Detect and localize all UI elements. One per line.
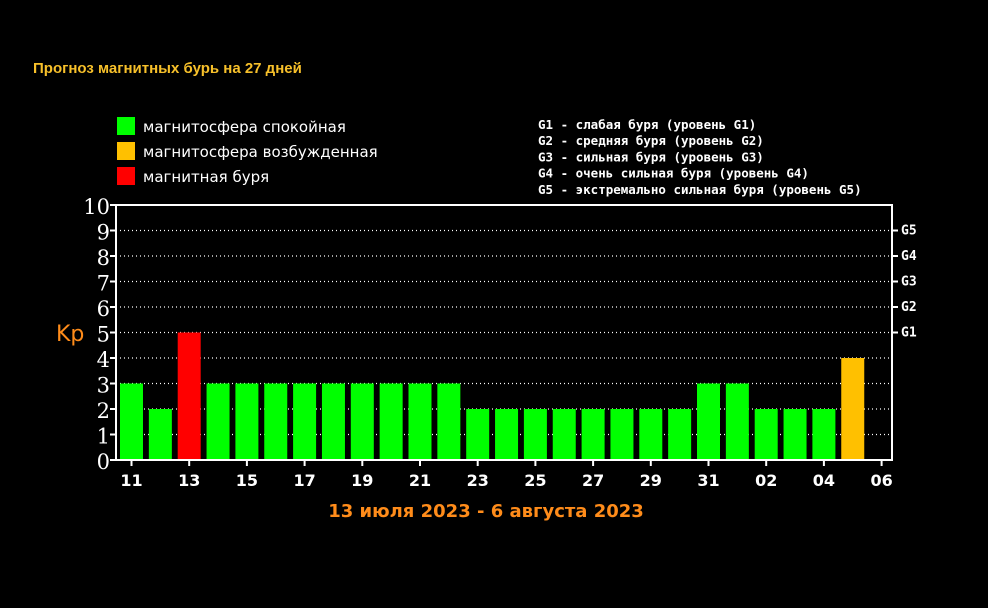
x-axis-ticks: 11 13 15 17 19 21 23 25 27 29 31 02 04 06 (120, 460, 893, 490)
x-tick-label: 21 (409, 471, 431, 490)
bar (321, 383, 345, 460)
g-scale-entry: G5 - экстремально сильная буря (уровень … (538, 182, 862, 197)
bar (754, 409, 778, 460)
x-tick-label: 25 (524, 471, 546, 490)
y-tick-label: 9 (97, 221, 110, 245)
legend-g-scale: G1 - слабая буря (уровень G1)G2 - средня… (538, 117, 862, 197)
y-tick-label: 5 (97, 323, 110, 347)
bar (812, 409, 836, 460)
page-title: Прогноз магнитных бурь на 27 дней (33, 60, 302, 77)
legend-label: магнитосфера спокойная (143, 118, 346, 136)
bar (841, 358, 865, 460)
bar (581, 409, 605, 460)
g-scale-entry: G2 - средняя буря (уровень G2) (538, 133, 764, 148)
g-scale-entry: G3 - сильная буря (уровень G3) (538, 149, 764, 164)
x-tick-label: 15 (236, 471, 258, 490)
x-tick-label: 23 (467, 471, 489, 490)
bar (177, 332, 201, 460)
bar (264, 383, 288, 460)
legend-levels: магнитосфера спокойная магнитосфера возбу… (117, 117, 378, 186)
bar (437, 383, 461, 460)
legend-swatch (117, 117, 135, 135)
g-tick-label: G1 (901, 326, 917, 341)
bar (639, 409, 663, 460)
bar (293, 383, 317, 460)
x-tick-label: 11 (120, 471, 142, 490)
x-tick-label: 19 (351, 471, 373, 490)
x-tick-label: 29 (640, 471, 662, 490)
y-tick-label: 10 (83, 195, 110, 219)
x-axis-label: 13 июля 2023 - 6 августа 2023 (328, 501, 644, 522)
y-tick-label: 8 (97, 246, 110, 270)
g-tick-label: G3 (901, 275, 917, 290)
g-scale-entry: G1 - слабая буря (уровень G1) (538, 117, 756, 132)
g-scale-entry: G4 - очень сильная буря (уровень G4) (538, 166, 809, 181)
g-tick-label: G2 (901, 300, 917, 315)
g-tick-label: G4 (901, 249, 917, 264)
y-tick-label: 7 (97, 272, 110, 296)
bar (466, 409, 490, 460)
y-tick-label: 4 (97, 348, 110, 372)
bar (235, 383, 259, 460)
x-tick-label: 27 (582, 471, 604, 490)
bar (206, 383, 230, 460)
chart-bars (120, 332, 865, 460)
bar (725, 383, 749, 460)
legend-swatch (117, 167, 135, 185)
y-tick-label: 2 (97, 399, 110, 423)
bar (408, 383, 432, 460)
bar (148, 409, 172, 460)
x-tick-label: 02 (755, 471, 777, 490)
y-axis-label: Kp (56, 322, 84, 347)
legend-label: магнитосфера возбужденная (143, 143, 378, 161)
bar (697, 383, 720, 460)
g-axis-ticks: G1 G2 G3 G4 G5 (892, 224, 917, 341)
x-tick-label: 13 (178, 471, 200, 490)
g-tick-label: G5 (901, 224, 917, 239)
legend-label: магнитная буря (143, 168, 269, 186)
bar (783, 409, 807, 460)
x-tick-label: 31 (697, 471, 719, 490)
bar (668, 409, 692, 460)
bar (120, 383, 143, 460)
y-tick-label: 1 (97, 425, 110, 449)
x-tick-label: 04 (813, 471, 835, 490)
bar (350, 383, 374, 460)
y-tick-label: 0 (97, 450, 110, 474)
y-tick-label: 3 (97, 374, 110, 398)
y-tick-label: 6 (97, 297, 110, 321)
bar (495, 409, 519, 460)
bar (610, 409, 634, 460)
bar (523, 409, 547, 460)
x-tick-label: 17 (293, 471, 315, 490)
bar (552, 409, 576, 460)
x-tick-label: 06 (870, 471, 892, 490)
legend-swatch (117, 142, 135, 160)
chart-gridlines (116, 229, 892, 436)
bar (379, 383, 403, 460)
